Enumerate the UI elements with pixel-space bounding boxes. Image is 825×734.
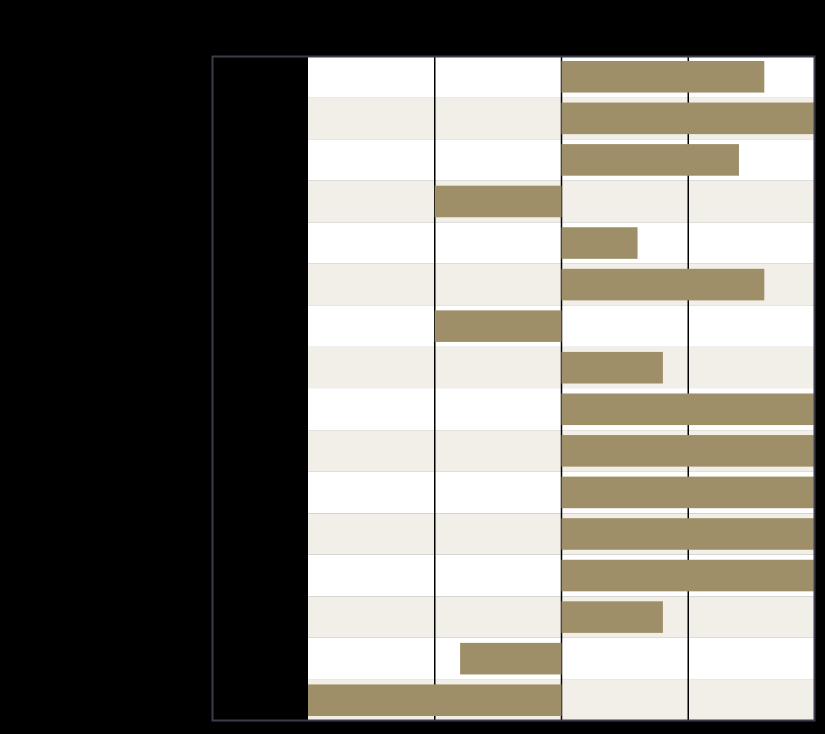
bar: [561, 559, 815, 592]
bars: [308, 60, 815, 717]
bar: [561, 227, 638, 259]
bar: [434, 310, 562, 342]
bar: [561, 393, 815, 426]
bar: [561, 476, 815, 509]
bar: [561, 518, 815, 550]
bar: [561, 351, 663, 384]
bar: [460, 642, 562, 675]
bar: [561, 435, 815, 467]
bar: [561, 102, 815, 135]
plot-frame: [211, 55, 816, 722]
bar: [561, 144, 739, 176]
bar: [561, 601, 663, 633]
bar: [308, 684, 562, 717]
label-column: [213, 56, 308, 721]
bar: [561, 268, 765, 301]
bar: [434, 185, 562, 218]
bar: [561, 60, 765, 93]
